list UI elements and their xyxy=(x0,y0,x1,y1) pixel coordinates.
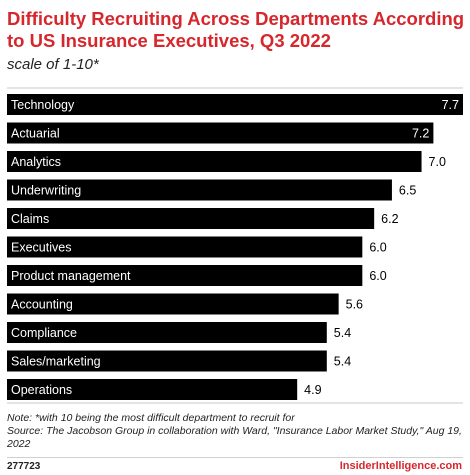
category-label: Operations xyxy=(11,383,72,397)
value-label: 7.0 xyxy=(429,155,446,169)
chart-title: Difficulty Recruiting Across Departments… xyxy=(7,8,465,51)
category-label: Product management xyxy=(11,269,131,283)
chart-subtitle: scale of 1-10* xyxy=(7,56,99,73)
bar-chart: Technology 7.7 Actuarial 7.2 Analytics 7.0 Und… xyxy=(7,87,463,404)
value-label: 4.9 xyxy=(304,383,321,397)
bar-executives xyxy=(7,236,363,258)
chart-footnote: Note: *with 10 being the most difficult … xyxy=(7,412,462,451)
category-label: Actuarial xyxy=(11,127,60,141)
footer-divider xyxy=(7,457,463,458)
bar-technology xyxy=(7,94,463,115)
category-label: Executives xyxy=(11,241,71,255)
bars-group: Technology 7.7 Actuarial 7.2 Analytics 7.0 Und… xyxy=(7,94,463,400)
bar-claims xyxy=(7,208,375,229)
bar-actuarial xyxy=(7,122,434,144)
bar-operations xyxy=(7,379,298,400)
value-label: 6.0 xyxy=(369,269,386,283)
note-text: Note: *with 10 being the most difficult … xyxy=(7,412,295,424)
category-label: Analytics xyxy=(11,155,61,169)
bar-sales-marketing xyxy=(7,350,327,372)
source-text: Source: The Jacobson Group in collaborat… xyxy=(7,425,462,450)
brand-logo-text: InsiderIntelligence.com xyxy=(339,460,462,472)
value-label: 7.7 xyxy=(442,98,459,112)
value-label: 6.0 xyxy=(369,241,386,255)
value-label: 5.4 xyxy=(334,355,351,369)
category-label: Sales/marketing xyxy=(11,355,101,369)
category-label: Technology xyxy=(11,98,75,112)
bar-analytics xyxy=(7,151,422,172)
value-label: 6.5 xyxy=(399,184,416,198)
bar-product-management xyxy=(7,265,363,286)
category-label: Claims xyxy=(11,212,49,226)
value-label: 7.2 xyxy=(412,127,429,141)
category-label: Compliance xyxy=(11,326,77,340)
value-label: 5.6 xyxy=(346,298,363,312)
value-label: 5.4 xyxy=(334,326,351,340)
category-label: Accounting xyxy=(11,298,73,312)
bar-underwriting xyxy=(7,179,392,201)
chart-id: 277723 xyxy=(7,461,41,472)
bar-accounting xyxy=(7,293,339,315)
value-label: 6.2 xyxy=(381,212,398,226)
bar-compliance xyxy=(7,322,327,343)
category-label: Underwriting xyxy=(11,184,81,198)
